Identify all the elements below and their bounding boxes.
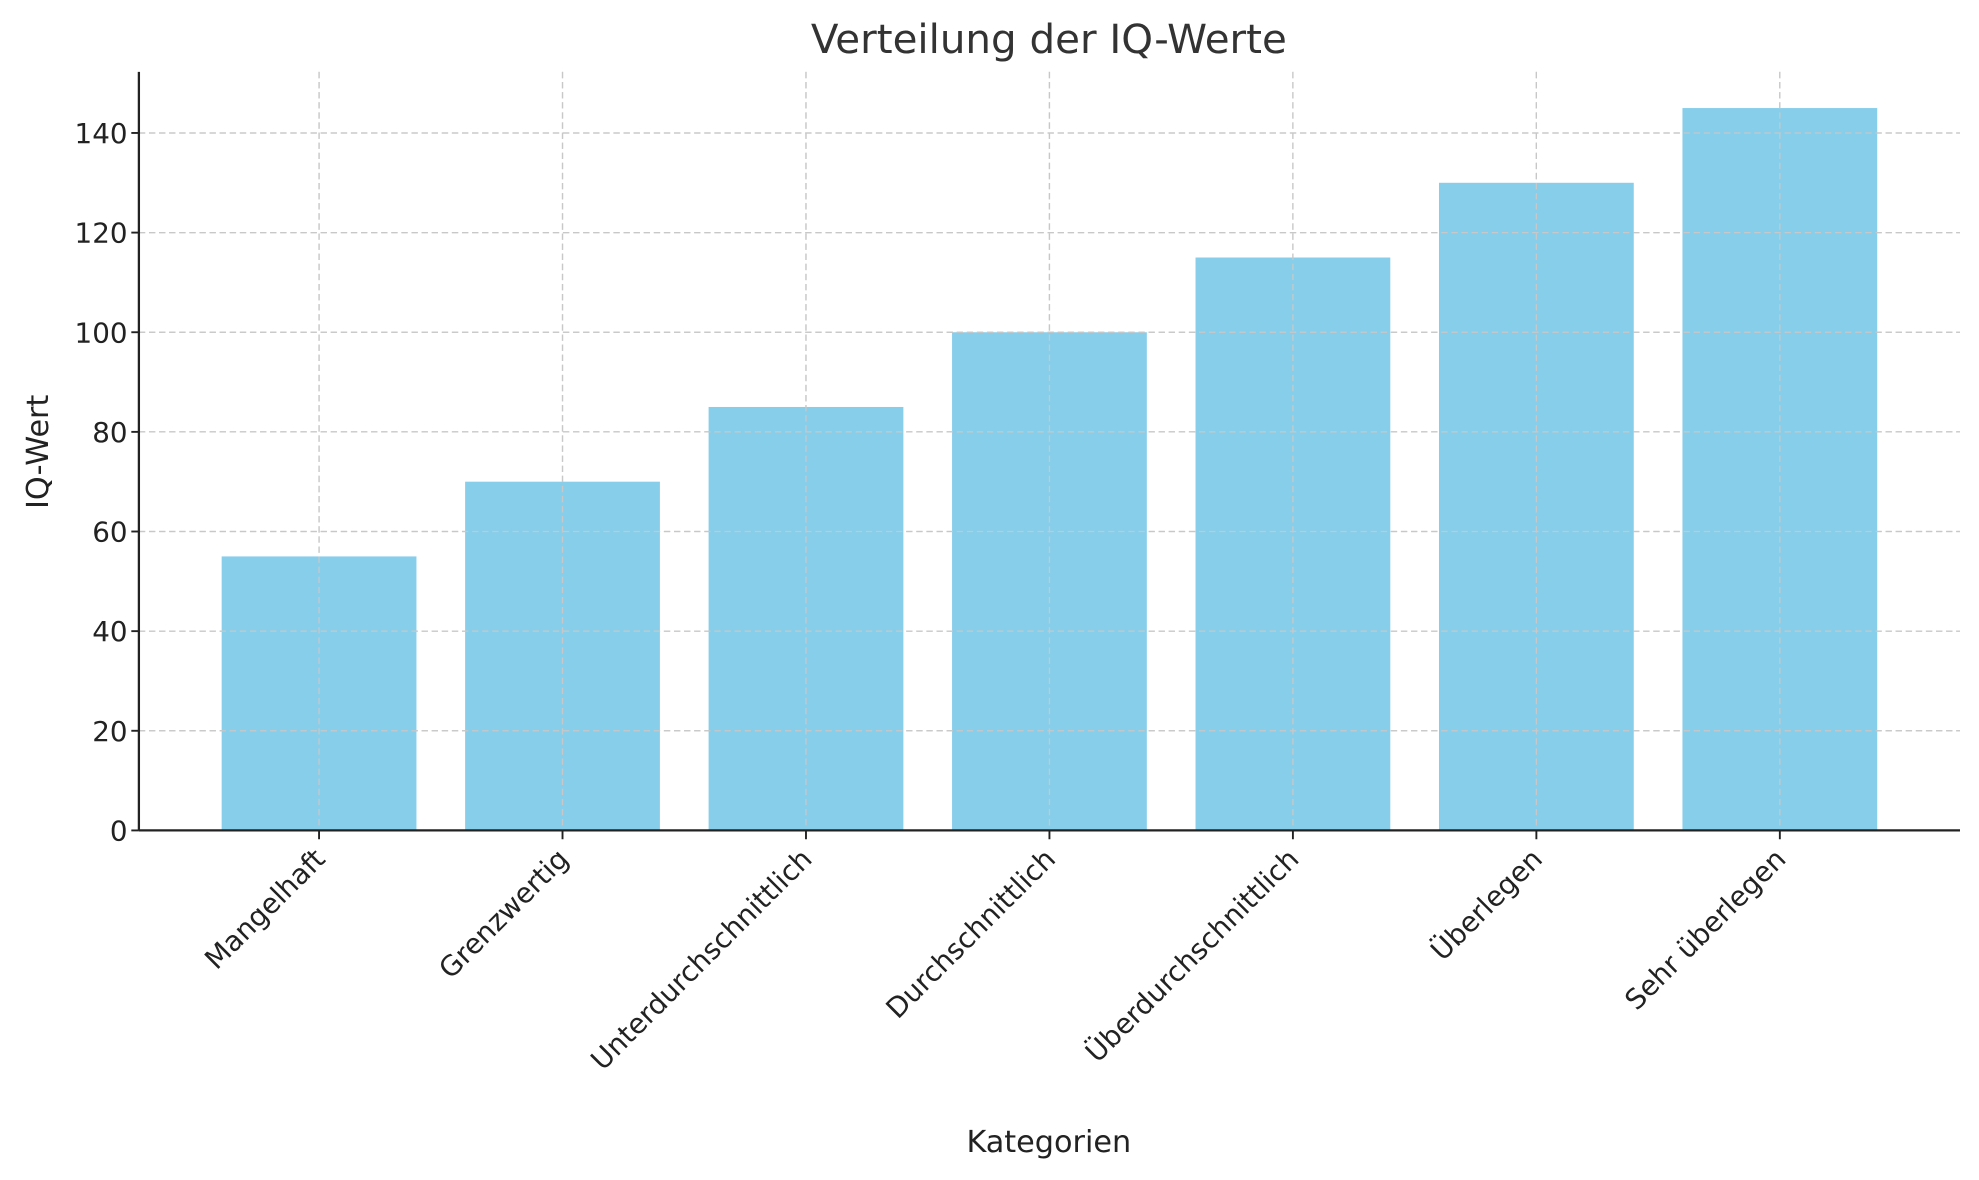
y-axis-label: IQ-Wert [21,394,56,509]
x-axis-label: Kategorien [966,1125,1131,1160]
y-tick-label: 80 [92,416,127,449]
y-tick-label: 0 [110,815,128,848]
x-tick-label: Mangelhaft [198,842,332,976]
chart-title: Verteilung der IQ-Werte [811,16,1287,63]
x-tick-label: Sehr überlegen [1618,842,1792,1016]
x-tick-label: Überlegen [1423,842,1548,967]
bars [138,71,1961,831]
y-tick-label: 120 [75,217,128,250]
x-tick-label: Grenzwertig [432,842,575,985]
x-tick-label: Unterdurchschnittlich [584,842,818,1076]
x-tick-label: Durchschnittlich [879,842,1062,1025]
y-tick-label: 60 [92,516,127,549]
y-tick-label: 100 [75,316,128,349]
y-tick-label: 140 [75,117,128,150]
y-tick-label: 20 [92,715,127,748]
bar [1195,257,1391,831]
x-tick-label: Überdurchschnittlich [1078,842,1305,1069]
y-tick-label: 40 [92,615,127,648]
bar [465,481,660,831]
